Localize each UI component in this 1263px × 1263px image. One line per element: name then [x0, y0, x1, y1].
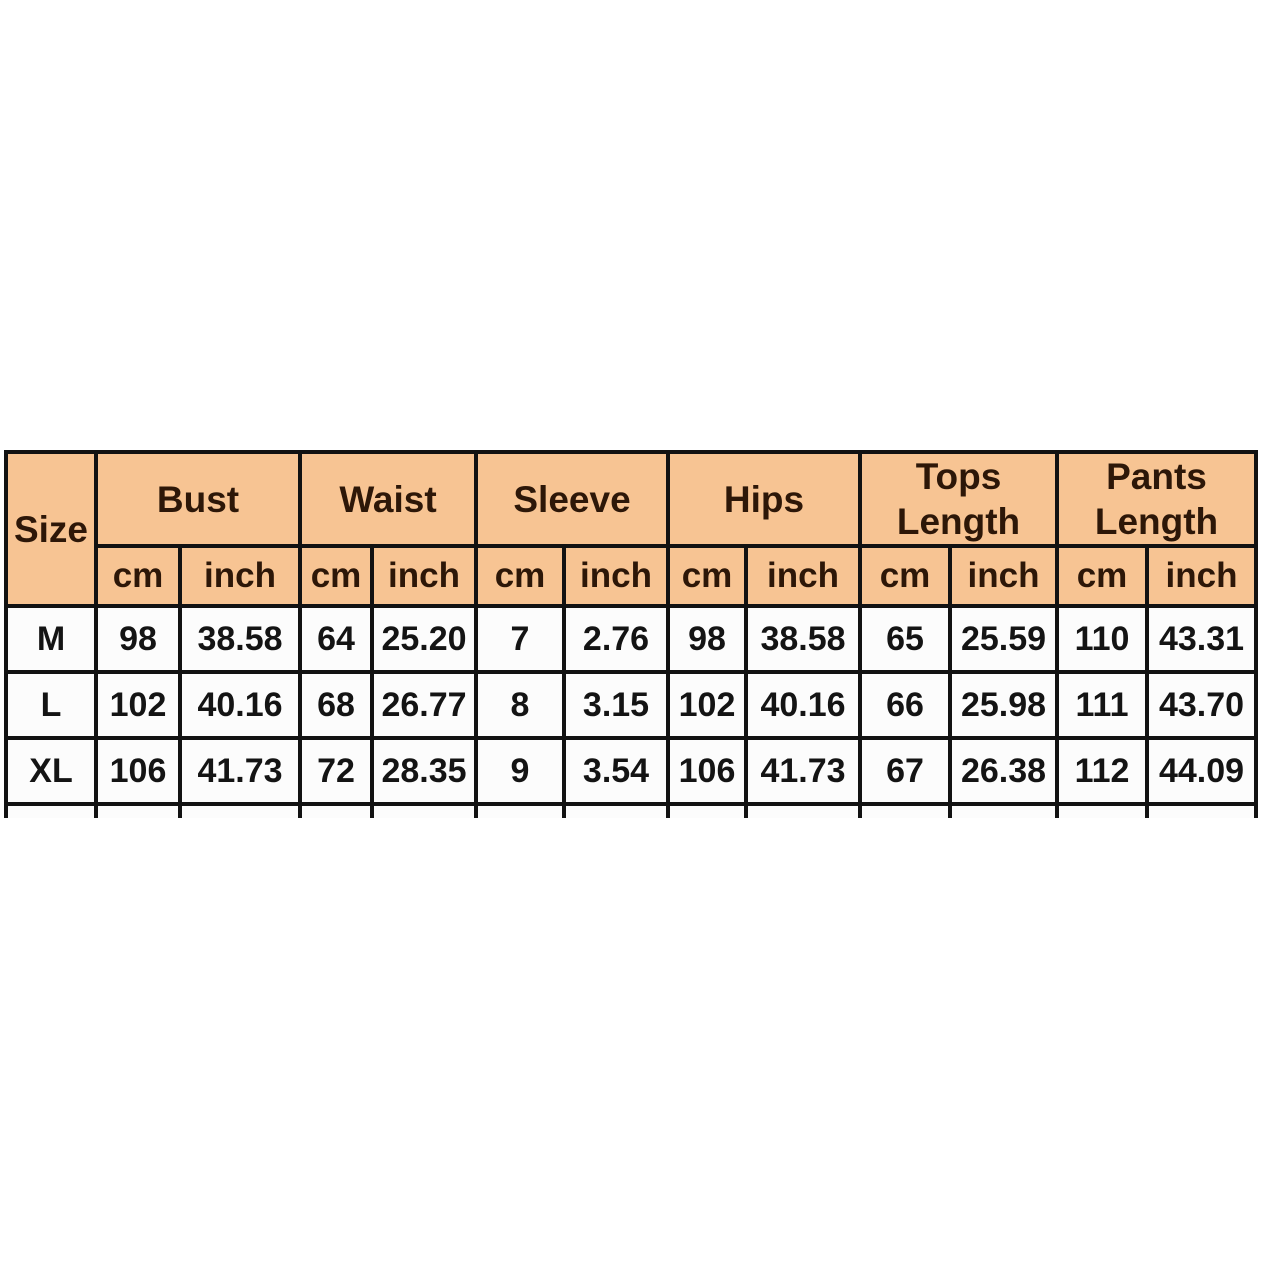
cell-hips-cm: 106 — [666, 736, 749, 807]
cell-hips-cm: 102 — [666, 670, 749, 741]
cell-sleeve-cm: 8 — [474, 670, 567, 741]
cell-sleeve-inch: 3.15 — [562, 670, 671, 741]
header-group-row: Size Bust Waist Sleeve Hips Tops Length … — [4, 450, 1259, 609]
group-header-hips: Hips — [666, 450, 863, 549]
cell-sleeve-inch: 2.76 — [562, 604, 671, 675]
cell-waist-cm: 68 — [298, 670, 375, 741]
unit-header-hips-inch: inch — [744, 544, 863, 609]
cell-tops-inch: 25.59 — [948, 604, 1060, 675]
cell-pants-inch: 43.31 — [1145, 604, 1259, 675]
cell-pants-inch: 43.70 — [1145, 670, 1259, 741]
cell-tops-cm: 67 — [858, 736, 953, 807]
stub-cell — [177, 802, 303, 818]
cell-waist-cm: 72 — [298, 736, 375, 807]
stub-cell — [370, 802, 479, 818]
cell-hips-inch: 38.58 — [744, 604, 863, 675]
unit-header-sleeve-inch: inch — [562, 544, 671, 609]
group-header-bust: Bust — [93, 450, 303, 549]
cell-waist-inch: 25.20 — [370, 604, 479, 675]
stub-cell — [948, 802, 1060, 818]
cell-bust-inch: 38.58 — [177, 604, 303, 675]
cell-pants-inch: 44.09 — [1145, 736, 1259, 807]
group-header-waist: Waist — [298, 450, 479, 549]
stub-cell — [474, 802, 567, 818]
unit-header-sleeve-cm: cm — [474, 544, 567, 609]
stub-cell — [1055, 802, 1150, 818]
cell-pants-cm: 112 — [1055, 736, 1150, 807]
cell-hips-cm: 98 — [666, 604, 749, 675]
cell-waist-inch: 26.77 — [370, 670, 479, 741]
unit-header-hips-cm: cm — [666, 544, 749, 609]
group-header-pants-length: Pants Length — [1055, 450, 1259, 549]
size-label: L — [4, 670, 98, 741]
unit-header-bust-inch: inch — [177, 544, 303, 609]
unit-header-waist-inch: inch — [370, 544, 479, 609]
cell-pants-cm: 111 — [1055, 670, 1150, 741]
cell-bust-cm: 106 — [94, 736, 182, 807]
unit-header-pants-inch: inch — [1145, 544, 1259, 609]
cell-tops-cm: 65 — [858, 604, 953, 675]
size-column-header: Size — [4, 450, 98, 609]
unit-header-bust-cm: cm — [94, 544, 182, 609]
stub-cell — [1145, 802, 1259, 818]
table-row-m: M 98 38.58 64 25.20 7 2.76 98 38.58 65 2… — [4, 604, 1259, 675]
cell-sleeve-inch: 3.54 — [562, 736, 671, 807]
cell-sleeve-cm: 9 — [474, 736, 567, 807]
cell-bust-inch: 40.16 — [177, 670, 303, 741]
cell-hips-inch: 40.16 — [744, 670, 863, 741]
unit-header-tops-inch: inch — [948, 544, 1060, 609]
size-chart-crop: Size Bust Waist Sleeve Hips Tops Length … — [4, 450, 1260, 818]
cell-tops-cm: 66 — [858, 670, 953, 741]
stub-cell — [666, 802, 749, 818]
group-header-sleeve: Sleeve — [474, 450, 671, 549]
unit-header-waist-cm: cm — [298, 544, 375, 609]
table-row-xl: XL 106 41.73 72 28.35 9 3.54 106 41.73 6… — [4, 736, 1259, 807]
unit-header-pants-cm: cm — [1055, 544, 1150, 609]
size-chart-table: Size Bust Waist Sleeve Hips Tops Length … — [4, 450, 1259, 818]
clipped-empty-row — [4, 802, 1259, 818]
cell-tops-inch: 26.38 — [948, 736, 1060, 807]
group-header-tops-length: Tops Length — [858, 450, 1060, 549]
stub-cell — [94, 802, 182, 818]
stub-cell — [858, 802, 953, 818]
stub-cell — [298, 802, 375, 818]
stub-cell — [4, 802, 98, 818]
cell-bust-inch: 41.73 — [177, 736, 303, 807]
cell-bust-cm: 98 — [94, 604, 182, 675]
cell-hips-inch: 41.73 — [744, 736, 863, 807]
cell-bust-cm: 102 — [94, 670, 182, 741]
size-label: M — [4, 604, 98, 675]
table-row-l: L 102 40.16 68 26.77 8 3.15 102 40.16 66… — [4, 670, 1259, 741]
cell-tops-inch: 25.98 — [948, 670, 1060, 741]
header-unit-row: cm inch cm inch cm inch cm inch cm inch … — [6, 544, 1259, 609]
cell-waist-inch: 28.35 — [370, 736, 479, 807]
stub-cell — [562, 802, 671, 818]
unit-header-tops-cm: cm — [858, 544, 953, 609]
cell-waist-cm: 64 — [298, 604, 375, 675]
size-label: XL — [4, 736, 98, 807]
stub-cell — [744, 802, 863, 818]
cell-sleeve-cm: 7 — [474, 604, 567, 675]
cell-pants-cm: 110 — [1055, 604, 1150, 675]
